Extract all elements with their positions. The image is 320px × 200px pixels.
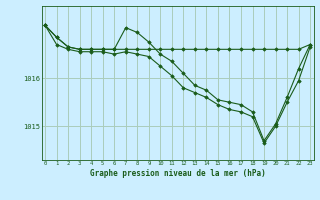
X-axis label: Graphe pression niveau de la mer (hPa): Graphe pression niveau de la mer (hPa) bbox=[90, 169, 266, 178]
